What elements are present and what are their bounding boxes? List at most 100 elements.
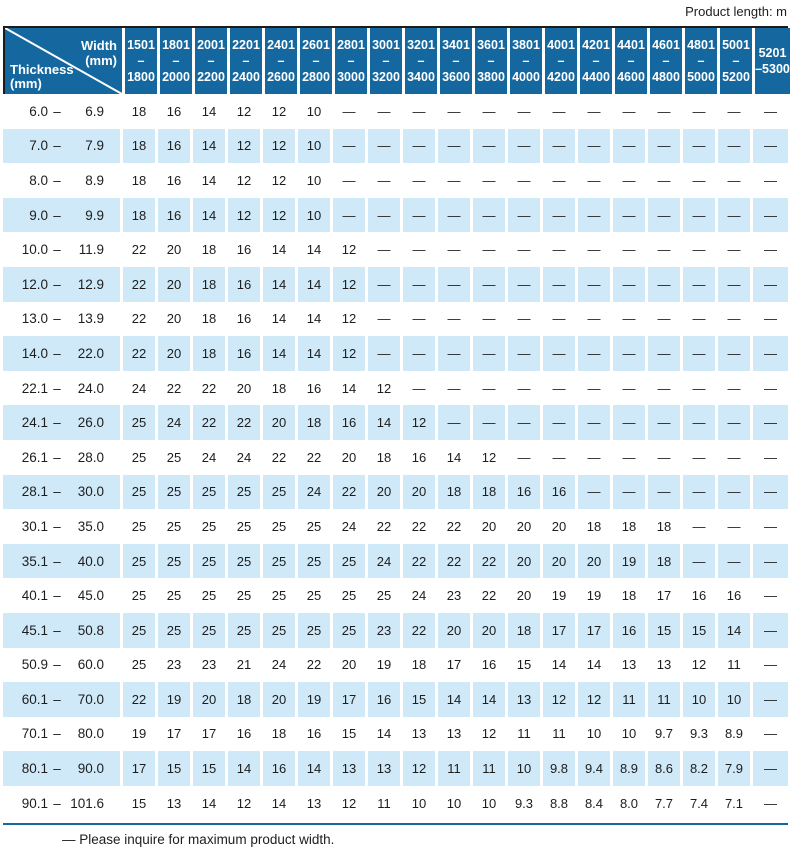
product-length-cell: 8.0: [613, 785, 648, 821]
width-range-top: 3601: [477, 37, 505, 52]
thickness-min: 60.1: [21, 691, 48, 707]
product-length-cell: 20: [438, 612, 473, 648]
product-length-cell: —: [438, 232, 473, 267]
thickness-max: 101.6: [70, 795, 104, 811]
thickness-range-dash: –: [53, 276, 61, 292]
column-header-width-range: 2401 –2600: [265, 28, 300, 94]
product-length-cell: 19: [368, 647, 403, 683]
product-length-cell: —: [368, 301, 403, 337]
product-length-cell: —: [648, 336, 683, 371]
product-length-cell: —: [578, 94, 613, 129]
product-length-cell: 12: [578, 682, 613, 717]
thickness-range-dash: –: [53, 207, 61, 223]
product-length-cell: 25: [158, 509, 193, 544]
width-range-top: 1501: [127, 37, 155, 52]
product-length-cell: —: [764, 172, 777, 188]
table-row: 80.1–90.0 17 15 15 14 16 14 13 13 12 11 11 10 9.8 9.4 8…: [3, 751, 788, 786]
product-length-cell: —: [718, 232, 753, 267]
thickness-max: 35.0: [77, 518, 104, 534]
table-row: 28.1–30.0 25 25 25 25 25 24 22 20 20 18 18 16 16— — — — —…: [3, 474, 788, 510]
thickness-range-dash: –: [53, 518, 61, 534]
product-length-cell: —: [613, 128, 648, 164]
product-length-cell: 22: [438, 509, 473, 544]
product-length-cell: 20: [368, 474, 403, 510]
product-length-cell: 15: [648, 612, 683, 648]
product-length-cell: —: [718, 370, 753, 406]
product-length-cell: 18: [193, 336, 228, 371]
product-length-cell: 25: [158, 612, 193, 648]
product-length-cell: 8.2: [683, 751, 718, 786]
product-length-cell: 23: [438, 578, 473, 613]
thickness-min: 26.1: [21, 449, 48, 465]
thickness-range-dash: –: [53, 691, 61, 707]
width-range-top: 2801: [337, 37, 365, 52]
product-length-cell: 13: [403, 716, 438, 752]
product-length-cell: —: [578, 439, 613, 475]
product-length-cell: —: [718, 266, 753, 302]
product-length-cell: 13: [648, 647, 683, 683]
product-length-cell: 15: [333, 716, 368, 752]
product-length-cell: 24: [403, 578, 438, 613]
table-row: 30.1–35.0 25 25 25 25 25 25 24 22 22 22 20 20 20 18 18 1…: [3, 509, 788, 544]
product-length-cell: 18: [193, 266, 228, 302]
product-length-cell: —: [764, 795, 777, 811]
table-row: 45.1–50.8 25 25 25 25 25 25 25 23 22 20 20 18 17 17 16 1…: [3, 612, 788, 648]
product-length-cell: 18: [403, 647, 438, 683]
product-length-cell: —: [508, 405, 543, 440]
product-length-cell: 19: [578, 578, 613, 613]
product-length-cell: —: [368, 232, 403, 267]
product-length-cell: 12: [403, 405, 438, 440]
thickness-min: 14.0: [21, 345, 48, 361]
table-row: 10.0–11.9 22 20 18 16 14 14 12— — — — — — — — — — — —: [3, 232, 788, 267]
width-range-top: 4801: [687, 37, 715, 52]
product-length-cell: —: [543, 94, 578, 129]
product-length-cell: 24: [333, 509, 368, 544]
product-length-cell: 17: [648, 578, 683, 613]
product-length-cell: —: [438, 370, 473, 406]
product-length-cell: 22: [403, 612, 438, 648]
column-header-width-range: 4001 –4200: [545, 28, 580, 94]
table-body: 6.0–6.9 18 16 14 12 12 10— — — — — — — — — — — — —7.0–7.9 1…: [3, 94, 788, 821]
product-length-cell: 16: [403, 439, 438, 475]
thickness-range-dash: –: [53, 449, 61, 465]
thickness-axis-label: Thickness (mm): [10, 62, 74, 92]
product-length-cell: 14: [333, 370, 368, 406]
thickness-min: 45.1: [21, 622, 48, 638]
width-range-top: 3801: [512, 37, 540, 52]
width-range-top: 5001: [722, 37, 750, 52]
product-length-cell: 14: [193, 128, 228, 164]
product-length-cell: 20: [508, 578, 543, 613]
width-range-bottom: –3400: [407, 53, 435, 85]
width-range-bottom: –3800: [477, 53, 505, 85]
product-length-cell: 12: [403, 751, 438, 786]
product-length-cell: —: [473, 163, 508, 198]
product-length-cell: 25: [333, 612, 368, 648]
product-length-cell: 7.1: [718, 785, 753, 821]
product-length-cell: 12: [228, 785, 263, 821]
product-length-cell: 15: [123, 785, 158, 821]
product-length-cell: 25: [158, 543, 193, 579]
product-length-cell: 25: [123, 474, 158, 510]
product-length-cell: 16: [228, 716, 263, 752]
column-header-width-range: 2601 –2800: [300, 28, 335, 94]
thickness-min: 12.0: [21, 276, 48, 292]
product-length-cell: 20: [263, 405, 298, 440]
product-length-cell: —: [543, 197, 578, 233]
product-length-cell: 22: [123, 232, 158, 267]
width-range-bottom: –4400: [582, 53, 610, 85]
product-length-cell: 12: [333, 266, 368, 302]
column-header-width-range: 4801 –5000: [685, 28, 720, 94]
thickness-max: 70.0: [77, 691, 104, 707]
product-length-cell: 20: [543, 509, 578, 544]
product-length-cell: 17: [193, 716, 228, 752]
product-length-cell: —: [683, 474, 718, 510]
product-length-cell: —: [718, 439, 753, 475]
product-length-cell: 16: [158, 94, 193, 129]
thickness-max: 45.0: [77, 588, 104, 604]
bottom-rule: [3, 823, 788, 826]
product-length-cell: 12: [263, 163, 298, 198]
product-length-cell: —: [473, 128, 508, 164]
thickness-range-dash: –: [53, 553, 61, 569]
thickness-range-cell: 13.0–13.9: [3, 301, 123, 337]
thickness-axis-label-line2: (mm): [10, 76, 42, 92]
